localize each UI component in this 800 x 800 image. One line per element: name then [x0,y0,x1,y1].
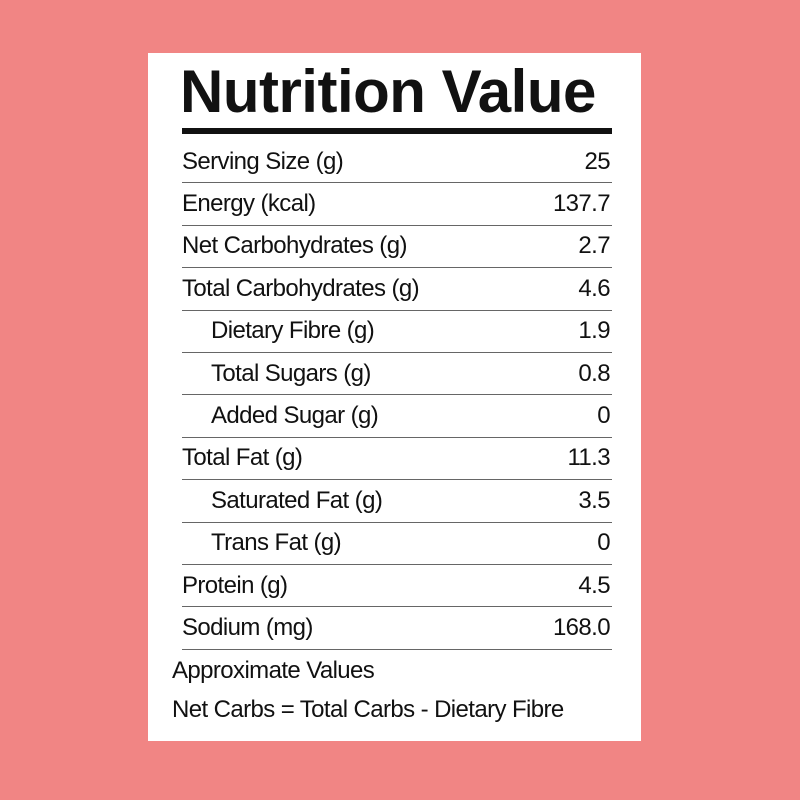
nutrition-label: Nutrition Value Serving Size (g) 25 Energy… [148,53,641,741]
table-row: Dietary Fibre (g) 1.9 [182,311,612,353]
row-label: Serving Size (g) [182,147,344,175]
row-value: 0 [597,529,610,557]
row-label: Protein (g) [182,571,288,599]
row-label: Added Sugar (g) [211,402,379,430]
row-value: 11.3 [567,444,610,472]
row-value: 3.5 [578,486,610,514]
row-label: Dietary Fibre (g) [211,317,375,345]
row-value: 0 [597,402,610,430]
table-row: Sodium (mg) 168.0 [182,607,612,650]
row-label: Total Carbohydrates (g) [182,274,420,302]
table-row: Serving Size (g) 25 [182,141,612,184]
title-divider [182,128,612,134]
row-label: Sodium (mg) [182,613,313,641]
row-value: 0.8 [578,359,610,387]
row-value: 137.7 [552,190,611,218]
table-row: Total Sugars (g) 0.8 [182,353,612,396]
row-label: Trans Fat (g) [211,529,342,557]
table-row: Saturated Fat (g) 3.5 [182,480,612,523]
table-row: Net Carbohydrates (g) 2.7 [182,226,612,269]
table-row: Total Carbohydrates (g) 4.6 [182,268,612,311]
row-label: Saturated Fat (g) [211,486,383,514]
row-value: 4.5 [578,571,610,599]
row-value: 1.9 [578,317,610,345]
table-row: Total Fat (g) 11.3 [182,438,612,481]
row-value: 168.0 [552,613,611,641]
approximate-note: Approximate Values [172,657,375,684]
row-value: 2.7 [578,232,610,260]
table-row: Trans Fat (g) 0 [182,523,612,565]
row-label: Net Carbohydrates (g) [182,232,407,260]
table-row: Added Sugar (g) 0 [182,395,612,438]
row-label: Total Fat (g) [182,444,303,472]
row-value: 4.6 [578,274,610,302]
nutrition-table: Serving Size (g) 25 Energy (kcal) 137.7 Net … [182,141,612,650]
row-label: Energy (kcal) [182,190,316,218]
row-label: Total Sugars (g) [211,359,371,387]
table-row: Protein (g) 4.5 [182,565,612,608]
label-title: Nutrition Value [180,58,596,125]
table-row: Energy (kcal) 137.7 [182,183,612,226]
net-carbs-formula: Net Carbs = Total Carbs - Dietary Fibre [172,696,564,723]
row-value: 25 [584,147,611,175]
